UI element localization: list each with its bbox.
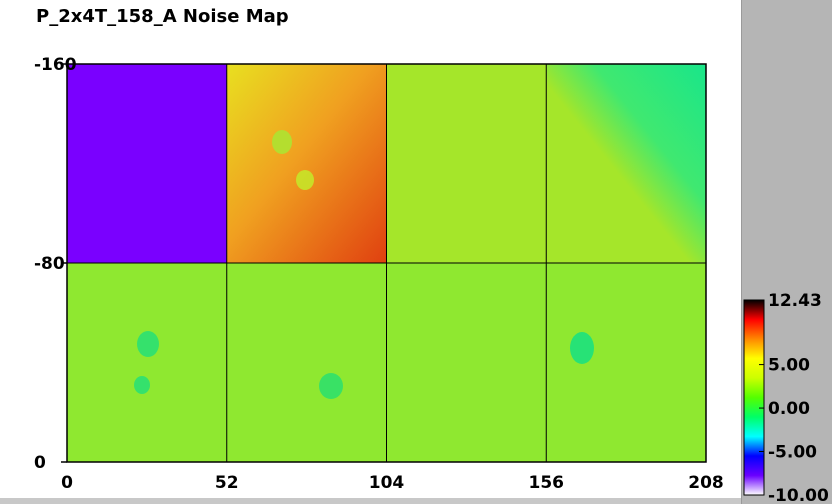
colorbar-label: 5.00 (768, 356, 810, 376)
x-tick-label: 208 (688, 473, 724, 493)
noise-spot-2 (319, 373, 343, 399)
colorbar-label: 0.00 (768, 399, 810, 419)
x-tick-label: 0 (61, 473, 73, 493)
noise-spot-1 (134, 376, 150, 394)
colorbar-label: -5.00 (768, 443, 817, 463)
bottom-strip (0, 498, 741, 504)
x-tick-label: 156 (529, 473, 565, 493)
heatmap-tiles (67, 64, 706, 462)
colorbar-gradient (743, 299, 765, 496)
heatmap-tile-r0-c3 (546, 64, 706, 263)
heatmap-tile-r1-c1 (226, 263, 387, 462)
heatmap-tile-r1-c3 (546, 263, 706, 462)
colorbar-label: 12.43 (768, 291, 822, 311)
y-tick-label: 0 (34, 453, 46, 473)
noise-spot-3 (570, 332, 594, 364)
colorbar: 12.43 5.00 0.00 -5.00 -10.00 (743, 291, 829, 504)
heatmap-tile-r0-c2 (386, 64, 547, 263)
heatmap-tile-r0-c0 (67, 64, 227, 263)
chart-title: P_2x4T_158_A Noise Map (36, 6, 289, 27)
noise-spot-0 (137, 331, 159, 357)
y-axis-ticks: 0 -80 -160 (34, 55, 77, 473)
x-axis-ticks: 0 52 104 156 208 (61, 473, 724, 493)
heatmap-features (134, 130, 594, 399)
heatmap-tile-r1-c0 (67, 263, 227, 462)
y-tick-label: -80 (34, 254, 65, 274)
heatmap-tile-r1-c2 (386, 263, 547, 462)
noise-spot-4 (272, 130, 292, 154)
x-tick-label: 52 (215, 473, 239, 493)
noise-spot-5 (296, 170, 314, 190)
x-tick-label: 104 (369, 473, 405, 493)
colorbar-label: -10.00 (768, 486, 829, 504)
heatmap-tile-r0-c1 (226, 64, 387, 263)
y-tick-label: -160 (34, 55, 77, 75)
